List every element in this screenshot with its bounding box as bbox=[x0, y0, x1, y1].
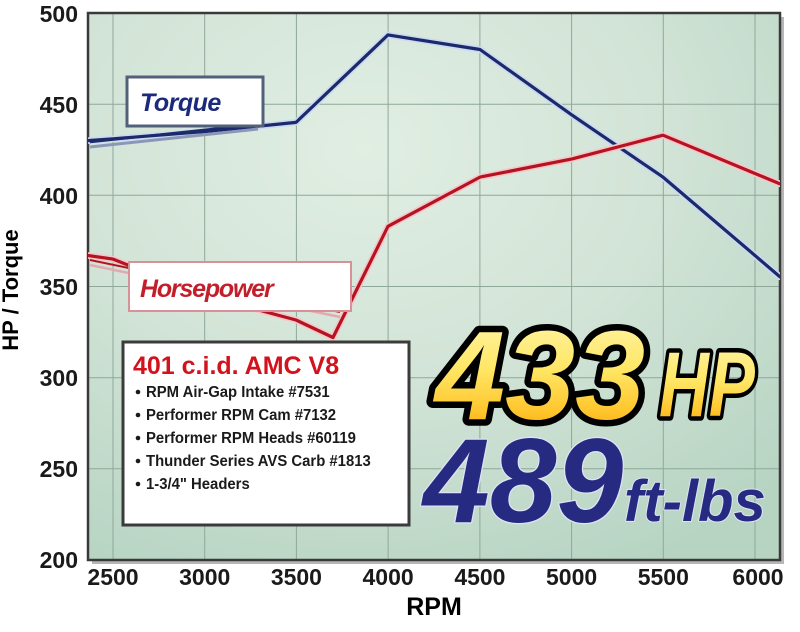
svg-text:5000: 5000 bbox=[546, 564, 597, 590]
svg-text:350: 350 bbox=[40, 274, 78, 300]
svg-text:2500: 2500 bbox=[87, 564, 138, 590]
svg-text:4000: 4000 bbox=[363, 564, 414, 590]
svg-text:Torque: Torque bbox=[140, 89, 221, 117]
svg-text:1-3/4" Headers: 1-3/4" Headers bbox=[146, 476, 250, 494]
svg-text:HP: HP bbox=[659, 333, 755, 436]
svg-text:Performer RPM Cam #7132: Performer RPM Cam #7132 bbox=[146, 407, 336, 425]
svg-text:Horsepower: Horsepower bbox=[140, 275, 275, 303]
svg-text:ft-lbs: ft-lbs bbox=[624, 469, 766, 534]
svg-text:Thunder Series AVS Carb #1813: Thunder Series AVS Carb #1813 bbox=[146, 453, 371, 471]
svg-text:HP / Torque: HP / Torque bbox=[0, 229, 23, 350]
svg-text:5500: 5500 bbox=[638, 564, 689, 590]
svg-text:500: 500 bbox=[40, 1, 78, 27]
svg-text:400: 400 bbox=[40, 183, 78, 209]
svg-text:RPM Air-Gap Intake #7531: RPM Air-Gap Intake #7531 bbox=[146, 384, 330, 402]
svg-text:200: 200 bbox=[40, 547, 78, 573]
svg-text:3000: 3000 bbox=[179, 564, 230, 590]
svg-text:Performer RPM Heads #60119: Performer RPM Heads #60119 bbox=[146, 430, 356, 448]
svg-text:300: 300 bbox=[40, 365, 78, 391]
svg-text:401 c.i.d. AMC V8: 401 c.i.d. AMC V8 bbox=[133, 352, 339, 380]
svg-text:450: 450 bbox=[40, 92, 78, 118]
svg-text:4500: 4500 bbox=[454, 564, 505, 590]
svg-text:250: 250 bbox=[40, 456, 78, 482]
svg-text:RPM: RPM bbox=[406, 593, 462, 621]
svg-text:6000: 6000 bbox=[732, 564, 783, 590]
svg-text:3500: 3500 bbox=[271, 564, 322, 590]
svg-text:489: 489 bbox=[421, 414, 623, 548]
